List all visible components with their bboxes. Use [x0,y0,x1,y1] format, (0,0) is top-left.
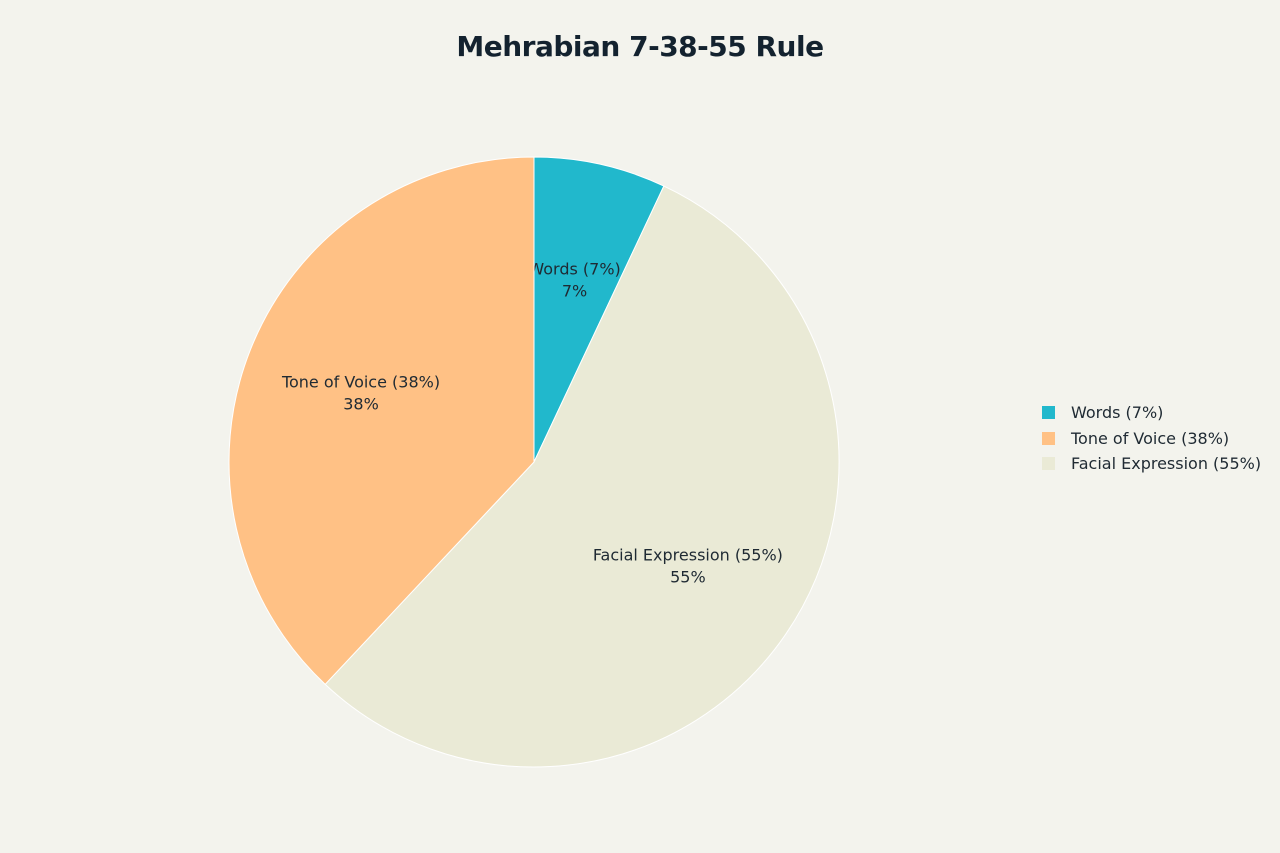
legend-item: Words (7%) [1042,400,1261,426]
pie-slice-1 [324,185,840,768]
legend-label: Facial Expression (55%) [1071,454,1262,474]
slice-value-label: 7% [562,281,587,300]
slice-label: Words (7%) [528,259,620,278]
legend-label: Words (7%) [1071,403,1164,423]
chart-title: Mehrabian 7-38-55 Rule [456,30,824,63]
slice-value-label: 55% [670,568,706,587]
legend-item: Facial Expression (55%) [1042,451,1261,477]
legend-label: Tone of Voice (38%) [1071,428,1230,448]
legend-item: Tone of Voice (38%) [1042,426,1261,452]
slice-label: Facial Expression (55%) [593,546,783,565]
slice-value-label: 38% [343,395,379,414]
legend-swatch [1042,406,1055,420]
pie-slice-0 [533,156,665,463]
pie-slice-2 [228,156,535,686]
slice-label: Tone of Voice (38%) [281,373,440,392]
legend: Words (7%) Tone of Voice (38%) Facial Expr… [1042,400,1261,477]
legend-swatch [1042,457,1055,471]
legend-swatch [1042,431,1055,445]
